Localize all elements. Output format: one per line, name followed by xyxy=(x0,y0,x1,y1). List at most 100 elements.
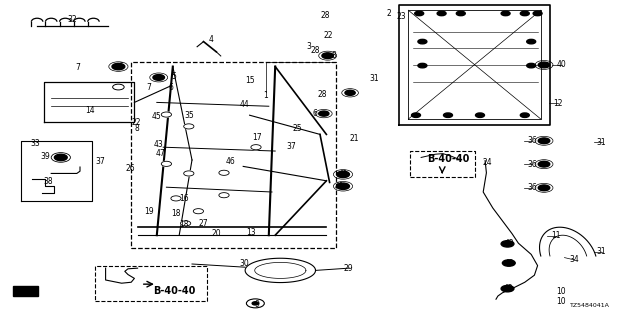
Text: 43: 43 xyxy=(153,140,163,149)
Circle shape xyxy=(322,53,333,59)
Text: 28: 28 xyxy=(311,46,320,55)
Text: 38: 38 xyxy=(43,177,53,186)
Circle shape xyxy=(437,11,446,16)
Text: 9: 9 xyxy=(254,300,259,309)
Text: 6: 6 xyxy=(168,83,173,92)
Text: B-40-40: B-40-40 xyxy=(427,154,469,164)
Circle shape xyxy=(418,63,427,68)
Circle shape xyxy=(337,183,349,189)
Circle shape xyxy=(520,11,529,16)
Text: 31: 31 xyxy=(369,74,379,83)
Circle shape xyxy=(502,260,515,266)
Text: 29: 29 xyxy=(343,264,353,273)
Circle shape xyxy=(533,11,542,16)
Text: 10: 10 xyxy=(556,297,566,306)
Text: 19: 19 xyxy=(144,207,154,216)
Circle shape xyxy=(345,90,355,95)
Circle shape xyxy=(153,75,164,80)
Circle shape xyxy=(527,39,536,44)
Text: 41: 41 xyxy=(338,170,348,179)
Text: 20: 20 xyxy=(211,229,221,238)
Text: 47: 47 xyxy=(155,149,165,158)
Text: 7: 7 xyxy=(146,83,151,92)
Circle shape xyxy=(54,154,67,161)
Text: 12: 12 xyxy=(554,99,563,108)
Text: 34: 34 xyxy=(569,255,579,264)
Circle shape xyxy=(161,112,172,117)
Text: 40: 40 xyxy=(557,60,567,69)
Text: 44: 44 xyxy=(239,100,250,109)
Text: 35: 35 xyxy=(184,111,195,120)
Circle shape xyxy=(251,145,261,150)
Circle shape xyxy=(193,209,204,214)
Text: 31: 31 xyxy=(596,247,607,256)
Polygon shape xyxy=(13,286,38,296)
Circle shape xyxy=(501,241,514,247)
Text: 37: 37 xyxy=(286,142,296,151)
Circle shape xyxy=(319,111,329,116)
Text: 42: 42 xyxy=(504,259,515,268)
Circle shape xyxy=(161,161,172,166)
Circle shape xyxy=(538,185,550,191)
Text: 18: 18 xyxy=(180,220,189,229)
Text: 11: 11 xyxy=(551,231,560,240)
Text: 42: 42 xyxy=(504,239,515,248)
Text: 28: 28 xyxy=(318,90,327,99)
Circle shape xyxy=(456,11,465,16)
Text: 18: 18 xyxy=(172,209,180,218)
Text: 1: 1 xyxy=(263,92,268,100)
Circle shape xyxy=(520,113,529,117)
Circle shape xyxy=(412,113,420,117)
Text: 31: 31 xyxy=(596,138,607,147)
Text: 37: 37 xyxy=(95,157,106,166)
Circle shape xyxy=(501,11,510,16)
Text: 21: 21 xyxy=(350,134,359,143)
Text: 13: 13 xyxy=(246,228,256,237)
Circle shape xyxy=(219,193,229,198)
Text: 16: 16 xyxy=(179,194,189,203)
Text: 27: 27 xyxy=(198,219,209,228)
Text: 28: 28 xyxy=(321,11,330,20)
Text: 32: 32 xyxy=(67,15,77,24)
Text: 17: 17 xyxy=(252,133,262,142)
Text: 6: 6 xyxy=(118,62,124,71)
Text: 15: 15 xyxy=(244,76,255,85)
Text: 8: 8 xyxy=(134,124,140,133)
Text: 8: 8 xyxy=(331,51,336,60)
Text: TZ5484041A: TZ5484041A xyxy=(570,303,609,308)
Text: 33: 33 xyxy=(30,139,40,148)
Circle shape xyxy=(538,138,550,144)
Text: 30: 30 xyxy=(239,259,250,268)
Circle shape xyxy=(171,196,181,201)
Circle shape xyxy=(252,302,259,305)
Text: 6: 6 xyxy=(312,109,317,118)
Circle shape xyxy=(418,39,427,44)
Text: 3: 3 xyxy=(306,42,311,51)
Text: 36: 36 xyxy=(527,160,538,169)
Circle shape xyxy=(501,285,514,292)
Circle shape xyxy=(337,171,349,178)
Circle shape xyxy=(180,221,191,226)
Circle shape xyxy=(527,63,536,68)
Circle shape xyxy=(476,113,484,117)
Circle shape xyxy=(415,11,424,16)
Text: 4: 4 xyxy=(209,35,214,44)
Circle shape xyxy=(444,113,452,117)
Circle shape xyxy=(219,170,229,175)
Text: 39: 39 xyxy=(40,152,50,161)
Text: 23: 23 xyxy=(396,12,406,21)
Text: 41: 41 xyxy=(334,182,344,191)
Text: 14: 14 xyxy=(84,106,95,115)
Text: 36: 36 xyxy=(527,136,538,145)
Text: B-40-40: B-40-40 xyxy=(154,285,196,296)
Text: 10: 10 xyxy=(556,287,566,296)
Text: 42: 42 xyxy=(504,284,514,293)
Text: 2: 2 xyxy=(386,9,391,18)
Text: 25: 25 xyxy=(292,124,302,133)
Text: 36: 36 xyxy=(527,183,538,192)
Text: 26: 26 xyxy=(125,164,135,173)
Text: 5: 5 xyxy=(172,72,177,81)
Text: 24: 24 xyxy=(483,158,493,167)
Text: FR.: FR. xyxy=(20,286,37,295)
Text: 45: 45 xyxy=(152,112,162,121)
